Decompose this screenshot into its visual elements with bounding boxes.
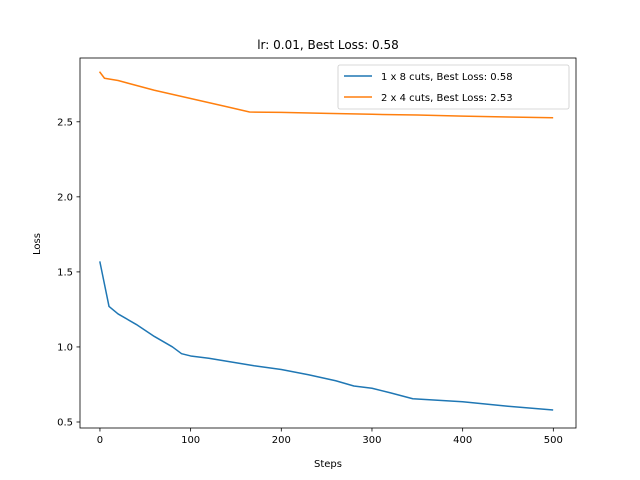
y-tick-label: 2.0 — [57, 192, 73, 203]
y-axis-label: Loss — [32, 233, 43, 255]
chart-title: lr: 0.01, Best Loss: 0.58 — [257, 38, 399, 52]
legend-label-2: 2 x 4 cuts, Best Loss: 2.53 — [381, 93, 513, 104]
x-axis-label: Steps — [314, 459, 342, 470]
legend: 1 x 8 cuts, Best Loss: 0.58 2 x 4 cuts, B… — [337, 64, 570, 110]
plot-area — [80, 58, 576, 428]
y-tick-label: 0.5 — [57, 417, 73, 428]
y-tick-label: 1.0 — [57, 342, 73, 353]
axes-frame — [79, 57, 577, 429]
plot-background — [80, 58, 576, 428]
axes-layer: 0 100 200 300 400 500 0.5 1.0 1.5 2.0 2.5 — [57, 57, 577, 446]
x-tick-label: 200 — [272, 435, 291, 446]
series-layer — [98, 71, 554, 411]
x-tick-label: 300 — [362, 435, 381, 446]
legend-label-1: 1 x 8 cuts, Best Loss: 0.58 — [381, 72, 513, 83]
x-tick-label: 500 — [544, 435, 563, 446]
y-tick-label: 1.5 — [57, 267, 73, 278]
x-tick-label: 100 — [181, 435, 200, 446]
series-line-1 — [99, 261, 554, 411]
x-tick-label: 0 — [97, 435, 103, 446]
series-line-2 — [98, 71, 554, 119]
legend-box — [337, 64, 570, 110]
x-tick-label: 400 — [453, 435, 472, 446]
y-tick-label: 2.5 — [57, 117, 73, 128]
